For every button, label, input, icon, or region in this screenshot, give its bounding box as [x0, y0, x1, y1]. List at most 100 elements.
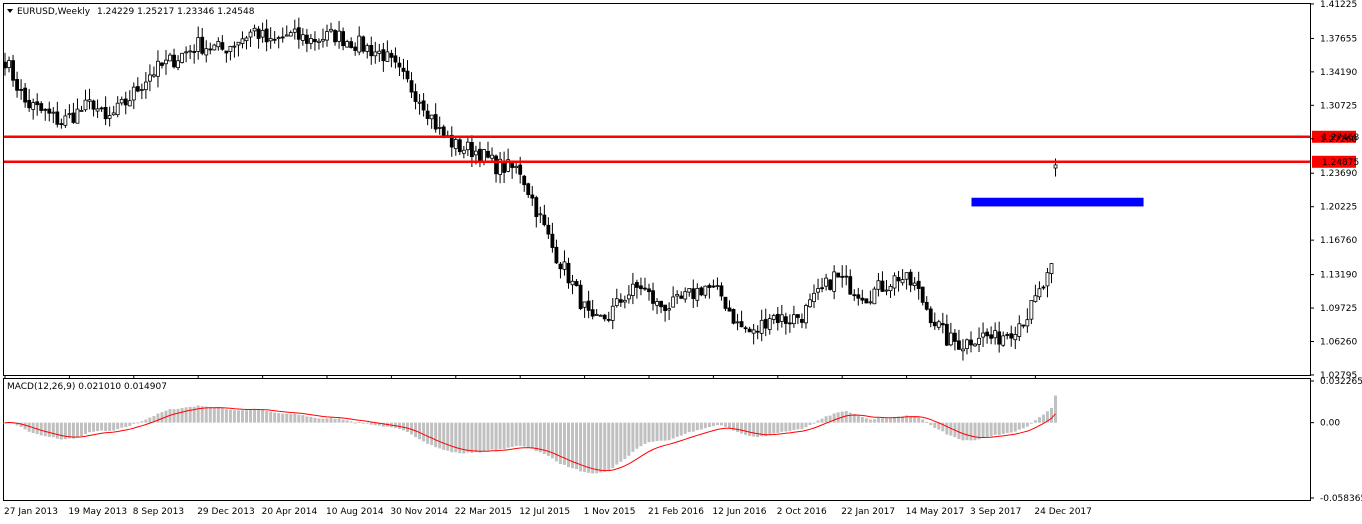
- candle-body: [341, 31, 346, 47]
- x-tick-label: 24 Dec 2017: [1034, 507, 1092, 517]
- candlestick-series: [3, 17, 1058, 361]
- candle-body: [687, 288, 692, 293]
- candle-body: [820, 287, 824, 290]
- macd-bar: [232, 410, 236, 423]
- macd-bar: [740, 422, 744, 434]
- candle-body: [264, 28, 269, 43]
- candle-body: [739, 321, 744, 328]
- candle-body: [196, 37, 201, 52]
- macd-bar: [245, 410, 248, 423]
- macd-bar: [486, 422, 490, 451]
- macd-bar: [148, 417, 152, 423]
- candle-body: [594, 313, 599, 316]
- macd-bar: [893, 416, 897, 423]
- macd-bar: [277, 413, 281, 423]
- candle-body: [325, 31, 329, 41]
- macd-bar: [55, 422, 59, 439]
- candle-body: [75, 108, 80, 124]
- y-tick-label: 1.16760: [1320, 236, 1357, 246]
- macd-bar: [285, 413, 289, 423]
- macd-bar: [112, 422, 116, 431]
- x-tick-label: 20 Apr 2014: [262, 507, 318, 517]
- candle-body: [240, 38, 245, 44]
- candle-body: [39, 103, 44, 111]
- macd-tick-label: 0.032265: [1320, 377, 1362, 387]
- macd-tick-label: 0.00: [1320, 419, 1340, 429]
- macd-bar: [188, 406, 192, 423]
- macd-bar: [905, 415, 909, 423]
- candle-body: [280, 36, 285, 39]
- candle-body: [1025, 319, 1030, 327]
- macd-tick-label: -0.058365: [1320, 494, 1362, 504]
- x-tick-label: 27 Jan 2013: [4, 507, 58, 517]
- candle-body: [494, 155, 498, 175]
- candle-body: [1033, 295, 1038, 302]
- macd-bar: [23, 422, 27, 430]
- macd-bar: [901, 416, 905, 423]
- candle-body: [224, 50, 229, 54]
- candle-body: [99, 107, 104, 110]
- symbol-dropdown-icon[interactable]: [7, 9, 13, 13]
- macd-bar: [929, 422, 933, 426]
- candle-body: [671, 296, 676, 308]
- macd-bar: [780, 422, 784, 432]
- candle-body: [546, 224, 551, 235]
- macd-bar: [756, 422, 760, 438]
- candle-body: [598, 314, 603, 317]
- candle-body: [618, 299, 623, 303]
- candle-body: [79, 110, 84, 112]
- candle-body: [397, 62, 402, 68]
- candle-body: [313, 38, 317, 43]
- macd-bar: [752, 422, 756, 437]
- candle-body: [538, 213, 543, 216]
- macd-bar: [478, 422, 482, 453]
- candle-body: [469, 142, 474, 157]
- candle-body: [349, 41, 354, 48]
- macd-bar: [599, 422, 603, 473]
- macd-bar: [470, 422, 474, 453]
- candle-body: [200, 36, 205, 54]
- macd-bar: [707, 422, 711, 427]
- candle-body: [115, 102, 120, 116]
- macd-bar: [289, 413, 293, 423]
- macd-bar: [329, 417, 333, 423]
- candle-body: [373, 51, 378, 57]
- macd-bar: [683, 422, 687, 434]
- candle-body: [715, 285, 720, 287]
- macd-bar: [603, 422, 607, 472]
- candle-body: [800, 319, 804, 323]
- candle-body: [953, 332, 957, 342]
- macd-bar: [945, 422, 949, 435]
- macd-bar: [1009, 422, 1013, 433]
- macd-bar: [442, 422, 446, 450]
- macd-bar: [490, 422, 494, 450]
- macd-bar: [180, 407, 184, 423]
- candle-body: [43, 108, 48, 111]
- macd-bar: [736, 422, 740, 432]
- candle-body: [534, 197, 539, 218]
- candle-body: [775, 314, 780, 324]
- macd-bar: [848, 412, 852, 423]
- macd-bar: [51, 422, 55, 438]
- macd-bar: [353, 422, 357, 424]
- candle-body: [1053, 164, 1058, 169]
- candle-body: [461, 149, 466, 154]
- candle-body: [985, 331, 989, 337]
- candle-body: [916, 280, 921, 289]
- candle-body: [168, 54, 172, 62]
- macd-bar: [993, 422, 997, 435]
- candle-body: [691, 288, 696, 299]
- y-tick-label: 1.20225: [1320, 203, 1357, 213]
- macd-bar: [607, 422, 611, 471]
- x-tick-label: 3 Sep 2017: [970, 507, 1021, 517]
- macd-bar: [804, 422, 808, 428]
- candle-body: [804, 305, 808, 324]
- macd-bar: [212, 407, 216, 423]
- candle-body: [977, 337, 981, 345]
- candle-body: [570, 280, 575, 286]
- candle-body: [321, 38, 325, 42]
- macd-bar: [611, 422, 615, 468]
- macd-chart-frame: [3, 378, 1311, 501]
- macd-bar: [957, 422, 961, 440]
- x-tick-label: 21 Feb 2016: [648, 507, 704, 517]
